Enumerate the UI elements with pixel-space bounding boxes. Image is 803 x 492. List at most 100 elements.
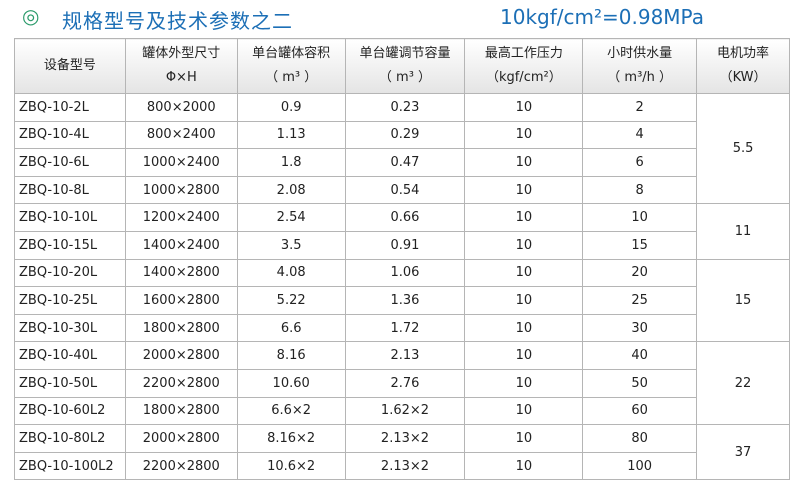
table-cell: 1.62×2: [344, 396, 466, 426]
table-cell: 0.47: [344, 148, 466, 177]
table-cell: 2000×2800: [124, 424, 238, 453]
table-cell: 20: [582, 258, 698, 288]
table-cell: 4.08: [236, 258, 346, 288]
table-cell: 80: [582, 424, 698, 453]
header-icon: ◎: [22, 4, 40, 28]
table-cell: 1.8: [236, 148, 346, 177]
table-row: ZBQ-10-6L 1000×2400 1.8 0.47 10 6: [14, 148, 790, 177]
table-cell: 800×2400: [124, 120, 238, 150]
table-cell: 30: [582, 313, 698, 343]
table-row: ZBQ-10-30L 1800×2800 6.6 1.72 10 30: [14, 313, 790, 343]
table-cell: 60: [582, 396, 698, 426]
table-cell: 10: [464, 424, 584, 453]
header-line: 最高工作压力: [484, 46, 563, 61]
table-row: ZBQ-10-50L 2200×2800 10.60 2.76 10 50: [14, 368, 790, 398]
table-row: ZBQ-10-4L 800×2400 1.13 0.29 10 4: [14, 120, 790, 150]
header-line: （ m³ ）: [265, 70, 318, 85]
table-cell: 8.16: [236, 341, 346, 370]
table-cell: 1000×2800: [124, 175, 238, 205]
table-cell: 2.08: [236, 175, 346, 205]
table-cell: 10: [464, 120, 584, 150]
header-line: 电机功率: [717, 46, 770, 61]
table-cell: ZBQ-10-25L: [14, 286, 126, 315]
table-cell: 1000×2400: [124, 148, 238, 177]
table-cell: 15: [582, 230, 698, 260]
table-cell: 1400×2800: [124, 258, 238, 288]
table-cell: 1.72: [344, 313, 466, 343]
table-cell: ZBQ-10-30L: [14, 313, 126, 343]
table-cell: 1400×2400: [124, 230, 238, 260]
table-cell: 15: [696, 258, 790, 343]
table-cell: ZBQ-10-60L2: [14, 396, 126, 426]
table-cell: 100: [582, 451, 698, 481]
table-cell: 37: [696, 424, 790, 481]
table-row: ZBQ-10-10L 1200×2400 2.54 0.66 10 10 11: [14, 203, 790, 260]
table-cell: 2200×2800: [124, 368, 238, 398]
table-cell: 10: [464, 396, 584, 426]
table-cell: 1200×2400: [124, 203, 238, 232]
header-line: （ m³ ）: [378, 70, 432, 85]
table-row: ZBQ-10-15L 1400×2400 3.5 0.91 10 15: [14, 230, 790, 260]
column-header: 最高工作压力 （kgf/cm²）: [464, 38, 584, 94]
header: ◎ 规格型号及技术参数之二 10kgf/cm²=0.98MPa: [0, 0, 803, 36]
table-cell: 0.54: [344, 175, 466, 205]
table-cell: 10: [464, 230, 584, 260]
header-line: （KW）: [719, 70, 767, 85]
column-header: 单台罐体容积 （ m³ ）: [236, 38, 346, 94]
table-cell: 11: [696, 203, 790, 260]
table-cell: 1.36: [344, 286, 466, 315]
header-line: Φ×H: [165, 70, 197, 85]
table-row: ZBQ-10-25L 1600×2800 5.22 1.36 10 25: [14, 286, 790, 315]
table-cell: ZBQ-10-10L: [14, 203, 126, 232]
column-header: 单台罐调节容量 （ m³ ）: [344, 38, 466, 94]
table-cell: 6.6: [236, 313, 346, 343]
table-cell: 800×2000: [124, 93, 238, 122]
table-cell: 5.5: [696, 92, 790, 205]
table-row: ZBQ-10-20L 1400×2800 4.08 1.06 10 20 15: [14, 258, 790, 343]
table-row: ZBQ-10-60L2 1800×2800 6.6×2 1.62×2 10 60: [14, 396, 790, 426]
table-cell: 2000×2800: [124, 341, 238, 370]
table-cell: 2.13×2: [344, 451, 466, 481]
table-cell: 2.76: [344, 368, 466, 398]
table-row: ZBQ-10-8L 1000×2800 2.08 0.54 10 8: [14, 175, 790, 205]
table-cell: 6: [582, 148, 698, 177]
table-cell: 8.16×2: [236, 424, 346, 453]
header-line: 罐体外型尺寸: [142, 46, 221, 61]
table-cell: 10: [464, 258, 584, 288]
table-row: ZBQ-10-100L2 2200×2800 10.6×2 2.13×2 10 100: [14, 451, 790, 481]
table-cell: 2: [582, 93, 698, 122]
table-cell: 3.5: [236, 230, 346, 260]
header-note: 10kgf/cm²=0.98MPa: [500, 5, 704, 29]
table-row: ZBQ-10-40L 2000×2800 8.16 2.13 10 40 22: [14, 341, 790, 426]
table-cell: 2.54: [236, 203, 346, 232]
column-header: 小时供水量 （ m³/h ）: [582, 38, 698, 94]
table-cell: ZBQ-10-6L: [14, 148, 126, 177]
table-cell: ZBQ-10-40L: [14, 341, 126, 370]
table-body: ZBQ-10-2L 800×2000 0.9 0.23 10 2 5.5 ZBQ-10-4L 8…: [14, 92, 790, 481]
table-cell: 2.13: [344, 341, 466, 370]
table-cell: 40: [582, 341, 698, 370]
table-cell: 10: [464, 341, 584, 370]
table-cell: ZBQ-10-8L: [14, 175, 126, 205]
table-cell: 0.66: [344, 203, 466, 232]
table-cell: ZBQ-10-4L: [14, 120, 126, 150]
header-line: （kgf/cm²）: [485, 70, 562, 85]
header-line: （ m³/h ）: [607, 70, 673, 85]
header-line: 小时供水量: [607, 46, 673, 61]
table-cell: 10: [464, 313, 584, 343]
table-cell: 10.6×2: [236, 451, 346, 481]
table-cell: 25: [582, 286, 698, 315]
table-cell: 1.06: [344, 258, 466, 288]
header-line: 单台罐体容积: [252, 46, 331, 61]
table-cell: 0.29: [344, 120, 466, 150]
table-cell: 4: [582, 120, 698, 150]
column-header: 设备型号: [14, 38, 126, 94]
table-cell: 2.13×2: [344, 424, 466, 453]
table-cell: 10: [464, 286, 584, 315]
table-cell: 8: [582, 175, 698, 205]
spec-table: 设备型号 罐体外型尺寸 Φ×H 单台罐体容积 （ m³ ） 单台罐调节容量 （ m³ ） 最高…: [14, 38, 790, 481]
table-cell: 10.60: [236, 368, 346, 398]
header-line: 设备型号: [43, 58, 96, 73]
table-cell: ZBQ-10-15L: [14, 230, 126, 260]
